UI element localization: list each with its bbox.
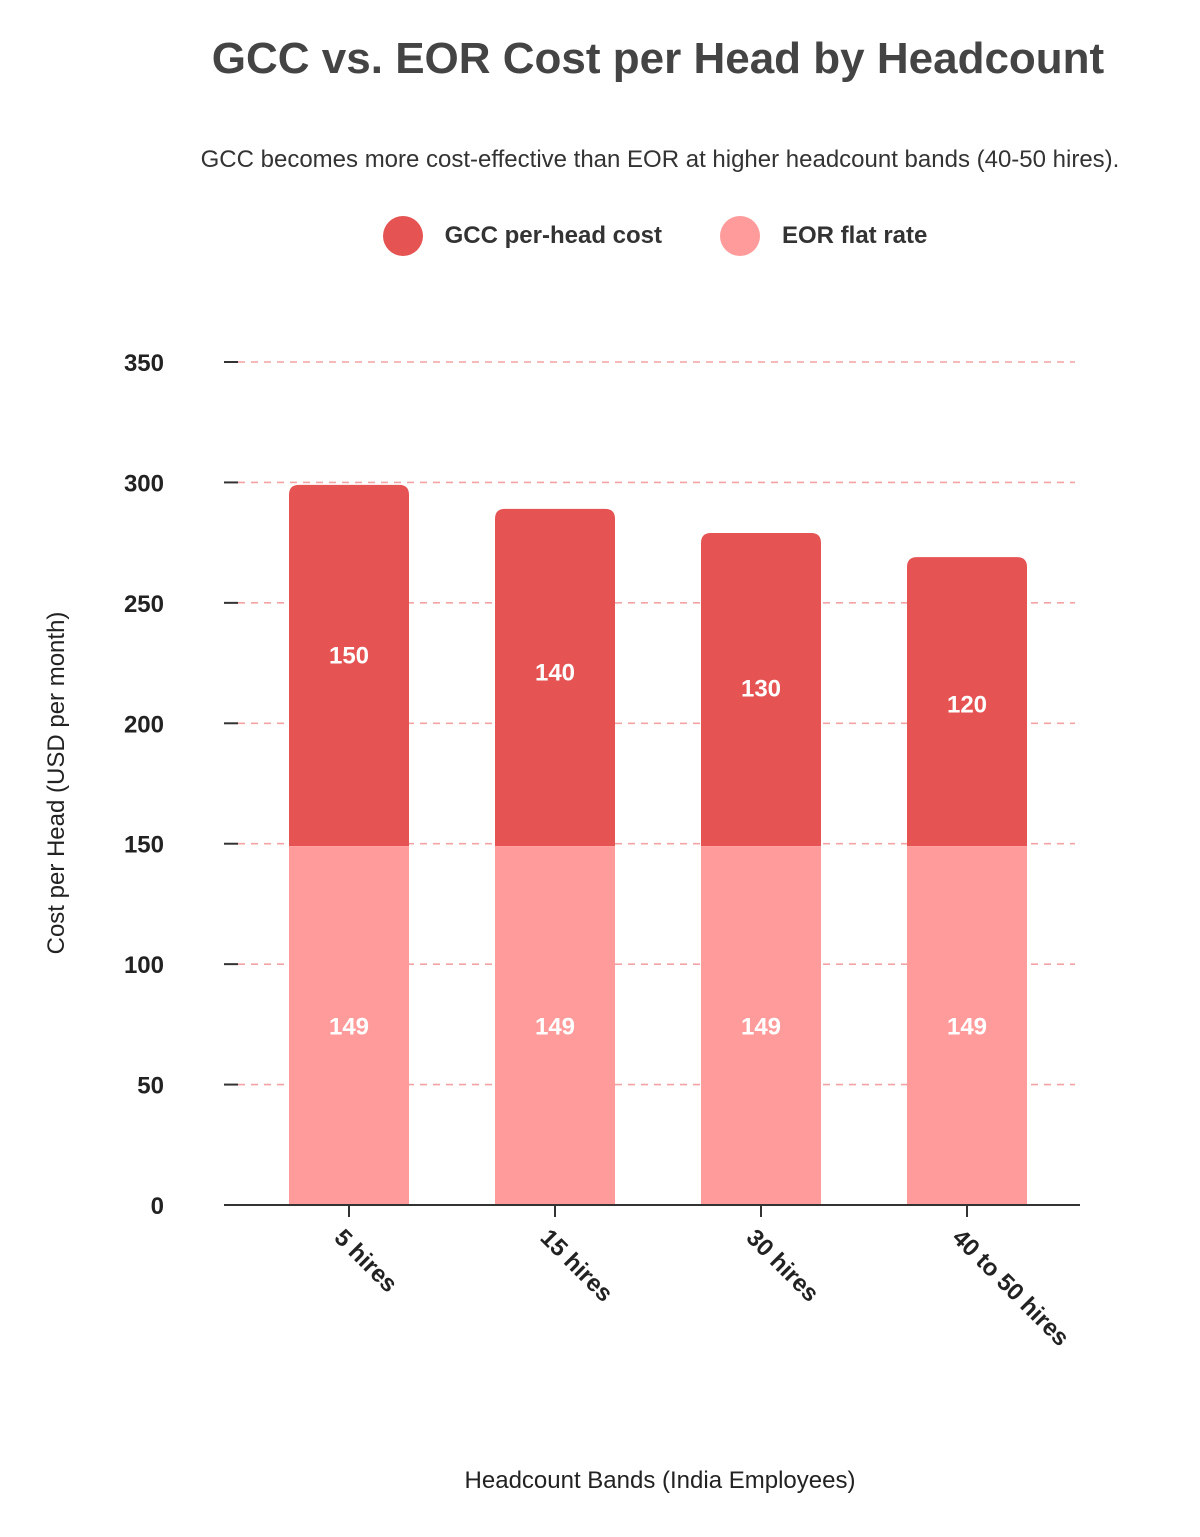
- y-axis-title: Cost per Head (USD per month): [43, 612, 70, 955]
- data-label-gcc-2: 130: [741, 676, 781, 703]
- y-tick-label-250: 250: [124, 591, 164, 618]
- bar-eor-3: [907, 846, 1027, 1205]
- data-label-gcc-1: 140: [535, 660, 575, 687]
- bar-gcc-2: [701, 533, 821, 847]
- y-tick-label-50: 50: [137, 1073, 164, 1100]
- chart-title: GCC vs. EOR Cost per Head by Headcount: [211, 34, 1105, 83]
- bar-gcc-1: [495, 508, 615, 847]
- y-tick-label-350: 350: [124, 350, 164, 377]
- x-tick-label-2: 30 hires: [741, 1224, 824, 1307]
- data-label-eor-0: 149: [329, 1014, 369, 1041]
- x-tick-label-3: 40 to 50 hires: [947, 1224, 1075, 1352]
- legend-label-eor: EOR flat rate: [782, 222, 928, 249]
- legend-item-gcc: GCC per-head cost: [382, 216, 662, 256]
- data-label-eor-2: 149: [741, 1014, 781, 1041]
- bar-gcc-0: [289, 484, 409, 847]
- y-tick-label-0: 0: [151, 1193, 164, 1220]
- bar-eor-2: [701, 846, 821, 1205]
- y-tick-label-150: 150: [124, 832, 164, 859]
- legend-swatch-gcc: [382, 216, 423, 256]
- data-label-eor-1: 149: [535, 1014, 575, 1041]
- x-tick-label-0: 5 hires: [329, 1224, 403, 1298]
- data-label-gcc-0: 150: [329, 642, 369, 669]
- bar-gcc-3: [907, 557, 1027, 847]
- legend-item-eor: EOR flat rate: [720, 216, 927, 256]
- bar-eor-1: [495, 846, 615, 1205]
- bars: 150 149 140 149 130 149 120 149: [289, 484, 1027, 1205]
- gridlines: [238, 361, 1075, 1086]
- legend-label-gcc: GCC per-head cost: [444, 222, 662, 249]
- x-tick-label-1: 15 hires: [535, 1224, 618, 1307]
- data-label-eor-3: 149: [947, 1014, 987, 1041]
- y-tick-label-300: 300: [124, 470, 164, 497]
- x-axis-title: Headcount Bands (India Employees): [465, 1467, 856, 1494]
- y-tick-label-100: 100: [124, 952, 164, 979]
- y-tick-label-200: 200: [124, 711, 164, 738]
- bar-eor-0: [289, 846, 409, 1205]
- data-label-gcc-3: 120: [947, 692, 987, 719]
- legend-swatch-eor: [720, 216, 760, 256]
- legend: GCC per-head cost EOR flat rate: [0, 214, 1200, 258]
- chart-subtitle: GCC becomes more cost-effective than EOR…: [200, 146, 1120, 173]
